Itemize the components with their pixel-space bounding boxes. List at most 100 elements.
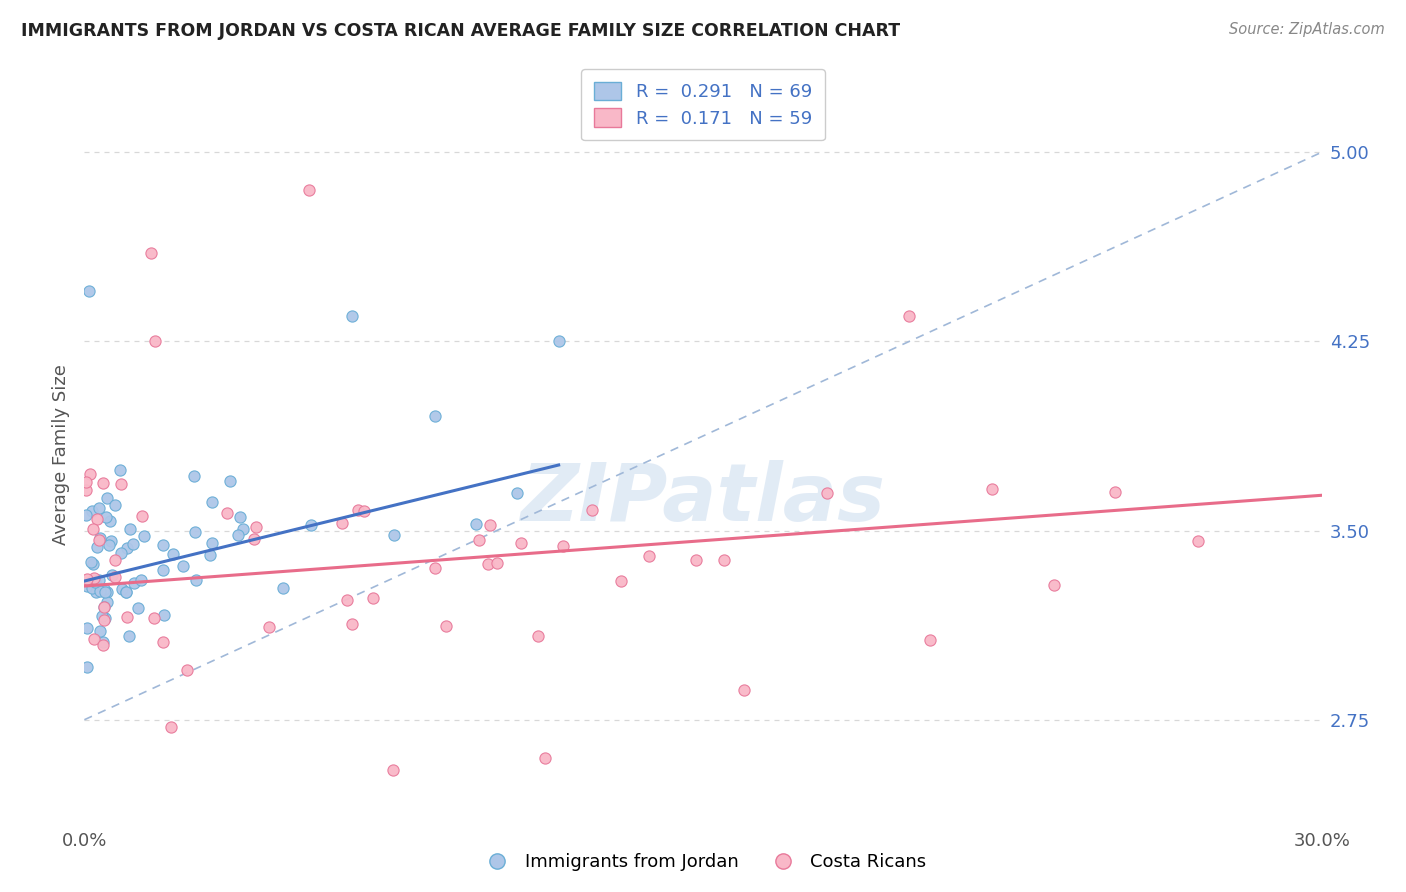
Point <box>245 520 267 534</box>
Point <box>75 483 97 497</box>
Point <box>183 469 205 483</box>
Point <box>75 508 97 523</box>
Point <box>609 574 631 588</box>
Point <box>131 509 153 524</box>
Point <box>465 516 488 531</box>
Legend: R =  0.291   N = 69, R =  0.171   N = 59: R = 0.291 N = 69, R = 0.171 N = 59 <box>582 69 824 140</box>
Point <box>115 541 138 555</box>
Point <box>108 463 131 477</box>
Legend: Immigrants from Jordan, Costa Ricans: Immigrants from Jordan, Costa Ricans <box>472 847 934 879</box>
Point <box>93 613 115 627</box>
Point <box>898 309 921 323</box>
Point <box>83 576 105 591</box>
Point <box>506 485 529 500</box>
Point <box>97 538 120 552</box>
Point <box>84 574 107 589</box>
Point <box>91 609 114 624</box>
Point <box>347 502 370 516</box>
Point <box>381 763 404 777</box>
Point <box>87 533 110 547</box>
Point <box>82 504 104 518</box>
Point <box>104 553 127 567</box>
Point <box>184 524 207 539</box>
Point <box>143 334 166 349</box>
Point <box>82 557 104 571</box>
Point <box>84 585 107 599</box>
Point <box>243 533 266 547</box>
Point <box>86 541 108 555</box>
Point <box>94 510 117 524</box>
Point <box>152 635 174 649</box>
Point <box>118 629 141 643</box>
Point <box>713 552 735 566</box>
Point <box>101 567 124 582</box>
Point <box>104 499 127 513</box>
Point <box>361 591 384 605</box>
Point <box>423 409 446 423</box>
Point <box>115 610 138 624</box>
Point <box>219 474 242 488</box>
Point <box>93 582 115 596</box>
Point <box>271 582 294 596</box>
Point <box>342 309 364 323</box>
Point <box>527 629 550 643</box>
Point <box>83 632 105 647</box>
Point <box>115 584 138 599</box>
Point <box>89 531 111 545</box>
Point <box>485 557 508 571</box>
Point <box>918 632 941 647</box>
Point <box>551 539 574 553</box>
Point <box>478 518 501 533</box>
Point <box>76 579 98 593</box>
Point <box>89 624 111 639</box>
Text: Source: ZipAtlas.com: Source: ZipAtlas.com <box>1229 22 1385 37</box>
Point <box>637 549 659 564</box>
Point <box>76 660 98 674</box>
Point <box>83 571 105 585</box>
Point <box>121 537 143 551</box>
Point <box>76 572 98 586</box>
Point <box>184 573 207 587</box>
Point <box>434 619 457 633</box>
Point <box>89 583 111 598</box>
Point <box>162 548 184 562</box>
Point <box>1187 533 1209 548</box>
Point <box>91 476 114 491</box>
Point <box>129 574 152 588</box>
Point <box>423 561 446 575</box>
Point <box>159 720 181 734</box>
Y-axis label: Average Family Size: Average Family Size <box>52 365 70 545</box>
Point <box>143 610 166 624</box>
Point <box>93 599 115 614</box>
Point <box>226 528 249 542</box>
Point <box>201 495 224 509</box>
Point <box>87 573 110 587</box>
Point <box>468 533 491 547</box>
Point <box>115 585 138 599</box>
Point <box>257 619 280 633</box>
Point <box>201 535 224 549</box>
Point <box>104 569 127 583</box>
Point <box>152 538 174 552</box>
Point <box>82 522 104 536</box>
Point <box>533 750 555 764</box>
Point <box>110 477 132 491</box>
Point <box>100 534 122 549</box>
Point <box>98 514 121 528</box>
Point <box>152 563 174 577</box>
Point <box>733 683 755 698</box>
Point <box>77 284 100 298</box>
Point <box>547 334 569 349</box>
Point <box>229 510 252 524</box>
Point <box>86 512 108 526</box>
Point <box>298 183 321 197</box>
Point <box>477 558 499 572</box>
Point <box>815 486 838 500</box>
Point <box>76 621 98 635</box>
Point <box>89 500 111 515</box>
Point <box>1104 485 1126 500</box>
Point <box>299 517 322 532</box>
Point <box>152 608 174 623</box>
Point <box>79 467 101 481</box>
Point <box>176 663 198 677</box>
